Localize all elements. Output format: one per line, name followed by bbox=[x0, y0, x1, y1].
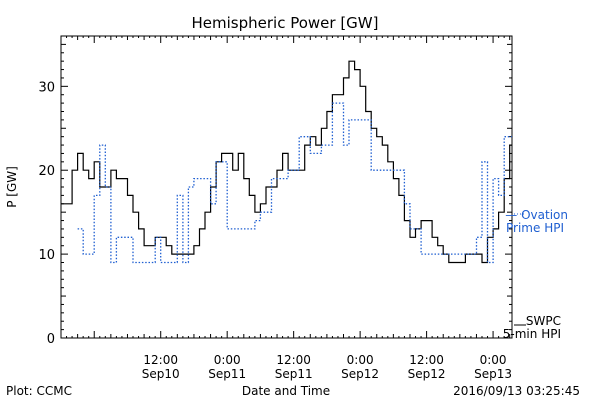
x-tick-date-label: Sep13 bbox=[474, 367, 512, 381]
y-tick-label: 30 bbox=[38, 80, 55, 95]
footer-timestamp: 2016/09/13 03:25:45 bbox=[453, 384, 580, 398]
x-tick-time-label: 12:00 bbox=[143, 353, 178, 367]
series-swpc-line bbox=[61, 60, 512, 264]
legend: — Ovation Prime HPI SWPC 5-min HPI bbox=[503, 208, 568, 341]
legend-ovation-line1: — Ovation bbox=[505, 208, 568, 222]
x-axis-label: Date and Time bbox=[242, 384, 330, 398]
legend-swpc-line1: SWPC bbox=[526, 314, 561, 328]
footer-plot-source: Plot: CCMC bbox=[6, 384, 72, 398]
x-tick-time-label: 12:00 bbox=[409, 353, 444, 367]
axis-ticks: 010203012:00Sep100:00Sep1112:00Sep110:00… bbox=[38, 35, 512, 381]
y-tick-label: 0 bbox=[47, 332, 55, 347]
plot-frame bbox=[60, 35, 513, 339]
x-tick-time-label: 0:00 bbox=[480, 353, 507, 367]
y-tick-label: 10 bbox=[38, 248, 55, 263]
x-tick-date-label: Sep12 bbox=[408, 367, 446, 381]
x-tick-date-label: Sep12 bbox=[341, 367, 379, 381]
x-tick-time-label: 0:00 bbox=[214, 353, 241, 367]
x-tick-date-label: Sep11 bbox=[275, 367, 313, 381]
series-layer bbox=[61, 60, 512, 264]
x-tick-date-label: Sep10 bbox=[142, 367, 180, 381]
x-tick-time-label: 12:00 bbox=[276, 353, 311, 367]
x-tick-date-label: Sep11 bbox=[208, 367, 246, 381]
x-tick-time-label: 0:00 bbox=[347, 353, 374, 367]
y-tick-label: 20 bbox=[38, 164, 55, 179]
legend-swpc-line2: 5-min HPI bbox=[503, 327, 561, 341]
series-ovation-line bbox=[77, 102, 512, 264]
y-axis-label: P [GW] bbox=[5, 166, 19, 208]
legend-ovation-line2: Prime HPI bbox=[506, 221, 564, 235]
chart-title: Hemispheric Power [GW] bbox=[192, 14, 379, 32]
